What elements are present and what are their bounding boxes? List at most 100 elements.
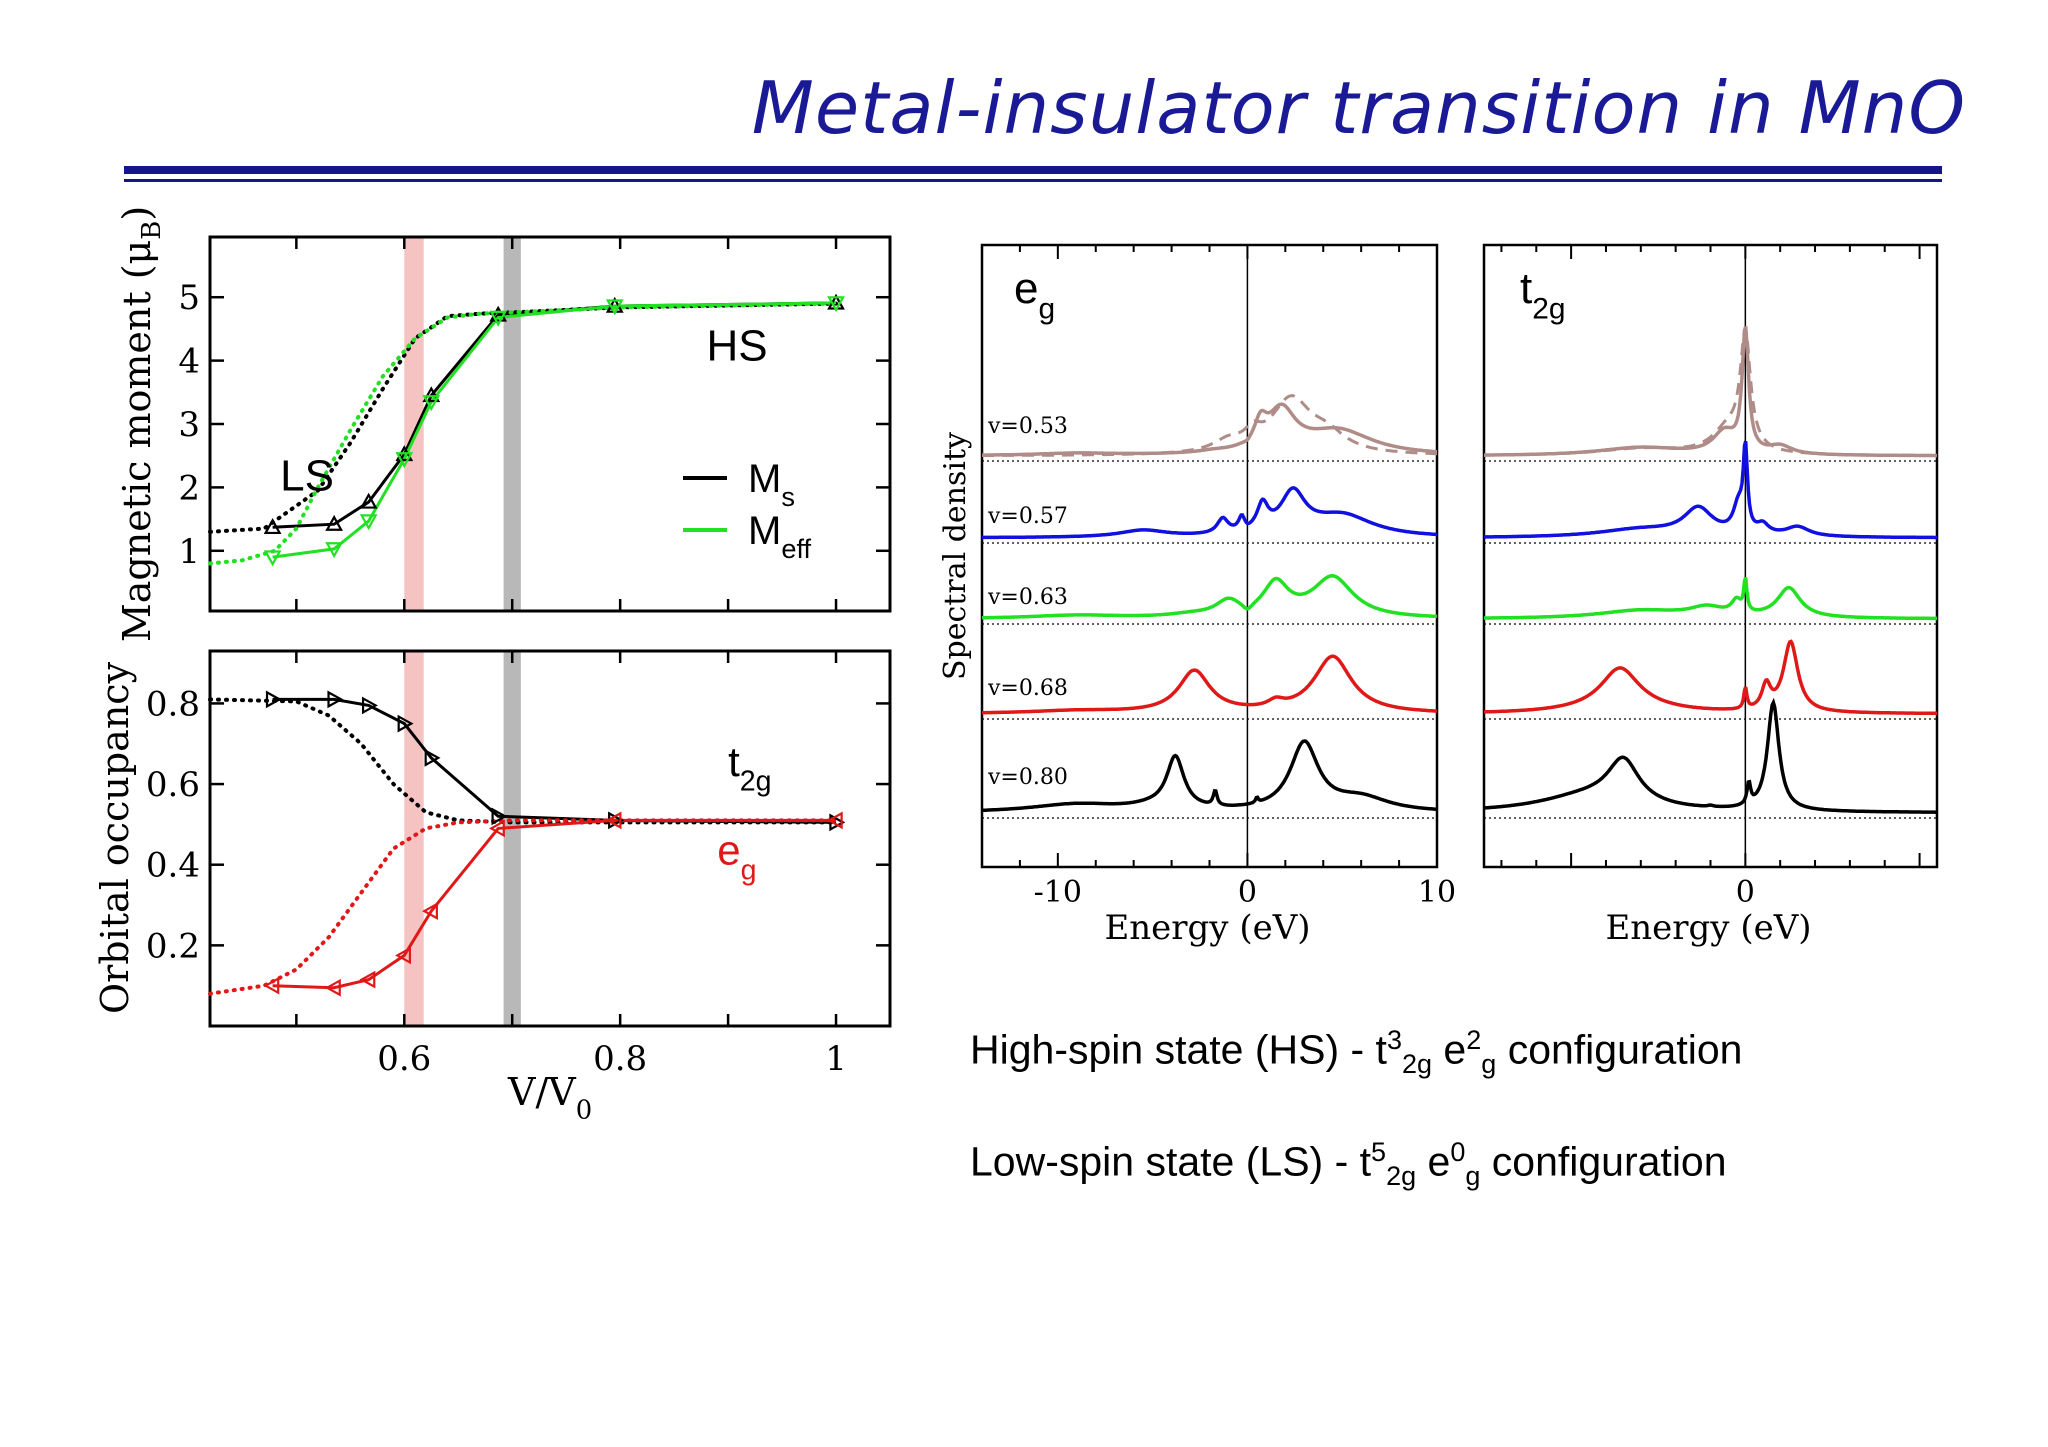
moment-transition-band-0 [404,237,424,611]
occupancy-ytick-label: 0.4 [146,846,200,886]
caption-low-spin-end: configuration [1480,1138,1727,1185]
moment-ytick-label: 4 [178,342,200,382]
eg-curve-v=0.80 [982,739,1438,813]
occupancy-xlabel: V/V0 [507,1070,592,1125]
moment-ylabel-part: Magnetic moment ( [115,264,159,642]
moment-series-M_eff-point [359,514,378,531]
eg-xtick-label: -10 [1034,875,1082,910]
annotation-ls: LS [280,452,334,501]
eg-curve-dashed-v=0.53 [982,394,1437,457]
t2g-curve-v=0.80 [1483,697,1937,814]
spectra-series-label: v=0.57 [987,504,1068,529]
t2g-curve-v=0.57 [1484,440,1937,540]
moment-ylabel-part: B [137,221,167,240]
annotation-hs: HS [707,322,768,371]
caption-high-spin-sub1: 2g [1401,1048,1433,1079]
moment-series-M_eff-point [395,452,414,469]
caption-high-spin-sup2: 2 [1466,1025,1482,1055]
moment-series-M_s-point [489,305,508,322]
eg-xtick-label: 10 [1418,875,1456,910]
label-t2g: t2g [728,738,771,798]
occupancy-series-t2g-point [327,690,344,709]
t2g-axes-frame [1482,243,1939,869]
occupancy-xtick-label: 1 [825,1039,847,1079]
label-t2g-main: t [728,738,740,785]
occupancy-series-eg-point [359,970,376,989]
spectra-series-label: v=0.68 [987,676,1068,701]
caption-low-spin-text: Low-spin state (LS) - t [970,1138,1372,1185]
moment-series-M_eff-point [605,299,624,316]
t2g-curve-v=0.63 [1484,576,1937,621]
moment-series-M_s-point [422,386,441,403]
legend-label-M_s-main: M [748,457,781,501]
occupancy-series-eg-point [605,811,622,830]
caption-low-spin-sup2: 0 [1450,1137,1466,1167]
moment-series-M_eff-point [827,296,845,313]
moment-ylabel-part: μ [115,240,159,265]
eg-spectra-plot: -10 0 10 Energy (eV) Spectral density v=0.53 v… [938,243,1456,948]
moment-ytick-label: 3 [178,405,200,445]
t2g-xlabel: Energy (eV) [1605,908,1811,948]
occupancy-series-t2g-line [272,697,837,824]
slide-title: Metal-insulator transition in MnO [751,66,1966,150]
caption-high-spin: High-spin state (HS) - t32g e2g configur… [970,1025,1742,1080]
occupancy-xlabel-sub: 0 [576,1095,592,1125]
legend-label-M_eff-main: M [748,509,781,553]
legend-label-M_s: Ms [748,457,795,512]
caption-high-spin-text: High-spin state (HS) - t [970,1026,1387,1073]
occupancy-series-eg-dotted [208,818,838,996]
occupancy-series-t2g-point [361,696,378,715]
t2g-panel-title: t2g [1520,264,1566,325]
moment-series-M_s-point [263,518,282,535]
eg-curve-v=0.63 [981,574,1438,620]
eg-panel-title-sub: g [1038,292,1055,325]
moment-ylabel: Magnetic moment (μB) [115,206,167,642]
label-eg: eg [717,827,756,887]
occupancy-series-t2g-point [491,807,508,826]
moment-ylabel-part: ) [115,206,159,221]
occupancy-series-t2g-point [265,690,282,709]
occupancy-series-eg-point [826,811,843,830]
spectra-series-label: v=0.80 [987,765,1068,790]
occupancy-series-eg-point [488,819,505,838]
caption-high-spin-sup1: 3 [1386,1025,1402,1055]
occupancy-series-t2g-point [424,748,441,767]
occupancy-series-t2g-point [397,714,414,733]
caption-low-spin-sup1: 5 [1371,1137,1387,1167]
label-eg-main: e [717,827,740,874]
occupancy-xtick-label: 0.8 [593,1039,647,1079]
eg-curve-v=0.68 [982,654,1438,715]
label-t2g-sub: 2g [740,766,772,798]
moment-series-M_eff-point [263,550,282,567]
occupancy-series-eg-point [324,978,341,997]
moment-transition-band-1 [503,237,521,611]
caption-high-spin-end: configuration [1496,1026,1743,1073]
moment-series-M_s-point [359,492,378,509]
caption-low-spin-e: e [1416,1138,1451,1185]
moment-series-M_s-point [325,514,343,531]
eg-curve-v=0.53 [982,402,1438,457]
caption-low-spin: Low-spin state (LS) - t52g e0g configura… [970,1137,1727,1192]
occupancy-ylabel: Orbital occupancy [93,661,137,1014]
caption-high-spin-sub2: g [1481,1048,1497,1079]
t2g-xtick-label: 0 [1736,875,1755,910]
occupancy-transition-band-1 [503,651,521,1026]
moment-series-M_eff-point [422,395,441,412]
occupancy-plot: 0.2 0.4 0.6 0.8 0.6 0.8 1 Orbital occupancy [93,649,892,1079]
moment-plot: 1 2 3 4 5 LS HS Magnetic moment (μB) [115,206,892,642]
occupancy-xtick-label: 0.6 [377,1039,431,1079]
occupancy-series-eg-point [263,976,280,995]
title-underline-thin [124,179,1942,182]
legend-label-M_s-sub: s [781,481,795,512]
moment-ytick-label: 1 [178,532,200,572]
caption-low-spin-sub2: g [1465,1160,1481,1191]
t2g-panel-title-sub: 2g [1532,292,1565,325]
eg-panel-title-main: e [1014,264,1038,313]
eg-xlabel: Energy (eV) [1104,908,1310,948]
occupancy-series-eg-line [272,818,836,990]
spectra-series-label: v=0.63 [987,585,1068,610]
eg-xtick-label: 0 [1238,875,1257,910]
moment-series-M_eff-point [325,542,343,559]
